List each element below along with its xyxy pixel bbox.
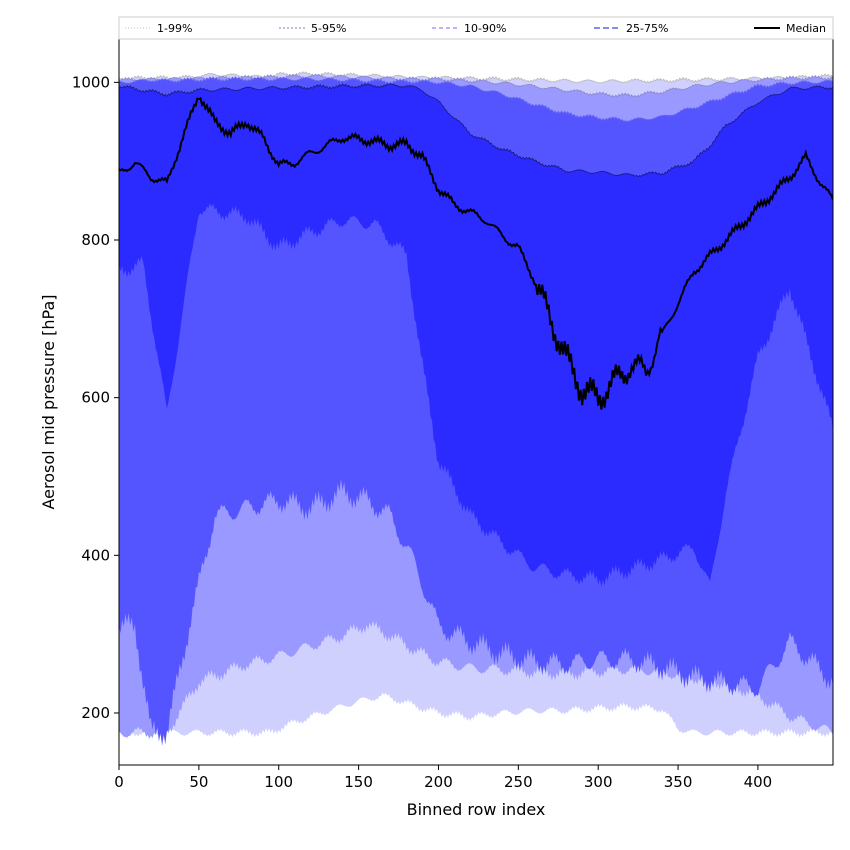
legend: 1-99% 5-95% 10-90% 25-75% Median	[118, 16, 834, 40]
x-tick-label: 350	[664, 773, 693, 791]
y-tick-label: 800	[81, 231, 110, 249]
legend-item: 25-75%	[594, 22, 668, 35]
legend-item: 10-90%	[432, 22, 506, 35]
y-axis: 200 400 600 800 1000	[72, 73, 119, 722]
x-tick-label: 150	[344, 773, 373, 791]
x-tick-label: 50	[189, 773, 208, 791]
x-axis-label: Binned row index	[407, 800, 546, 819]
band-edge-1to99	[119, 71, 833, 84]
legend-label: 5-95%	[311, 22, 346, 35]
band-edge-10to90	[119, 76, 833, 123]
band-25to75	[119, 83, 833, 587]
y-axis-label: Aerosol mid pressure [hPa]	[39, 294, 58, 509]
legend-item: 1-99%	[125, 22, 192, 35]
x-tick-label: 200	[424, 773, 453, 791]
legend-label: 10-90%	[464, 22, 506, 35]
legend-frame	[118, 16, 834, 40]
bands-layer	[119, 71, 833, 746]
legend-item: Median	[754, 22, 826, 35]
median-line	[119, 96, 833, 410]
x-tick-label: 0	[114, 773, 124, 791]
legend-label: 1-99%	[157, 22, 192, 35]
median-layer	[119, 96, 833, 410]
x-tick-label: 300	[584, 773, 613, 791]
y-tick-label: 200	[81, 704, 110, 722]
legend-item: 5-95%	[279, 22, 346, 35]
y-tick-label: 1000	[72, 73, 110, 91]
legend-label: Median	[786, 22, 826, 35]
x-axis: 0 50 100 150 200 250 300 350 400	[114, 765, 772, 791]
x-tick-label: 400	[744, 773, 773, 791]
y-tick-label: 600	[81, 389, 110, 407]
x-tick-label: 100	[264, 773, 293, 791]
x-tick-label: 250	[504, 773, 533, 791]
legend-label: 25-75%	[626, 22, 668, 35]
band-edge-25to75	[119, 83, 833, 178]
y-tick-label: 400	[81, 546, 110, 564]
